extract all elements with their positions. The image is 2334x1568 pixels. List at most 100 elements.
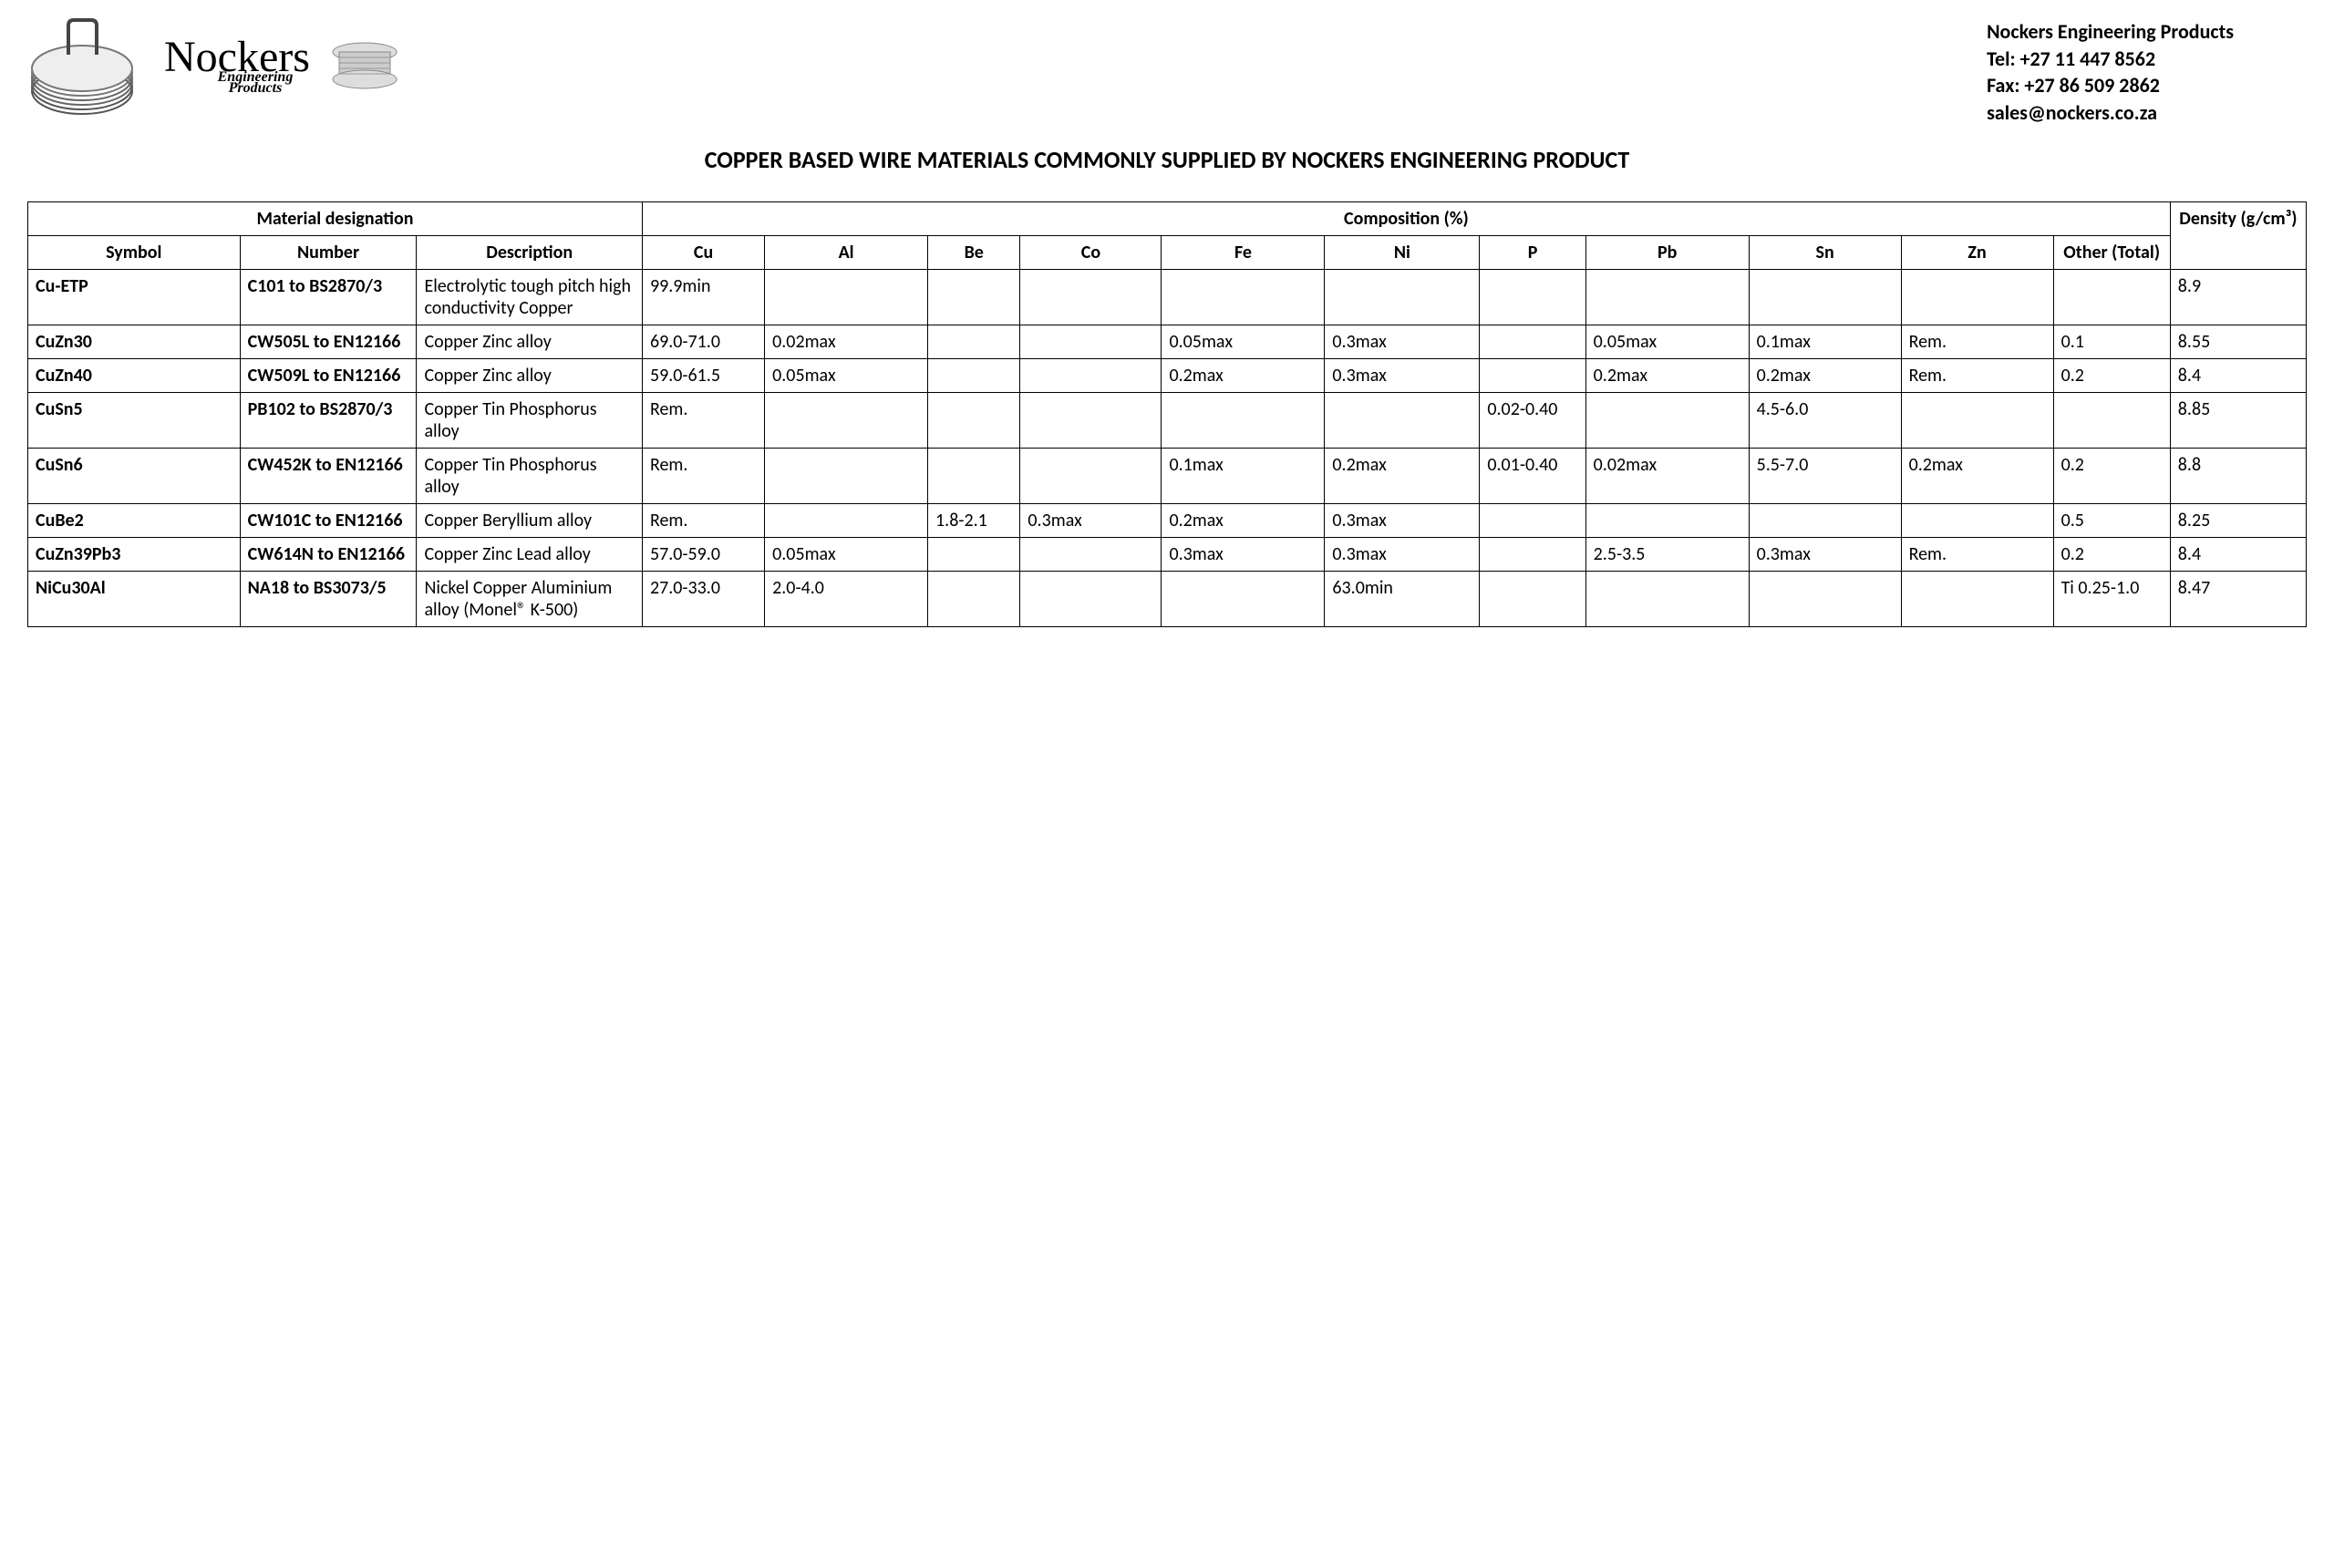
cell-co [1020, 537, 1162, 571]
cell-cu: 57.0-59.0 [642, 537, 764, 571]
contact-tel: Tel: +27 11 447 8562 [1987, 46, 2234, 73]
cell-co [1020, 269, 1162, 325]
cell-density: 8.55 [2170, 325, 2306, 358]
cell-number: CW505L to EN12166 [240, 325, 417, 358]
cell-sn [1749, 269, 1901, 325]
cell-other: 0.2 [2053, 358, 2170, 392]
col-number: Number [240, 235, 417, 269]
cell-symbol: NiCu30Al [28, 571, 241, 626]
cell-density: 8.4 [2170, 358, 2306, 392]
cell-be [928, 358, 1020, 392]
cell-be: 1.8-2.1 [928, 503, 1020, 537]
cell-zn [1901, 269, 2053, 325]
cell-desc: Copper Zinc alloy [417, 325, 643, 358]
cell-be [928, 448, 1020, 503]
col-pb: Pb [1585, 235, 1749, 269]
cell-al: 0.05max [765, 358, 928, 392]
cell-zn [1901, 503, 2053, 537]
cell-symbol: CuZn39Pb3 [28, 537, 241, 571]
cell-symbol: CuSn6 [28, 448, 241, 503]
cell-be [928, 537, 1020, 571]
cell-ni: 0.3max [1325, 537, 1480, 571]
cell-symbol: Cu-ETP [28, 269, 241, 325]
cell-be [928, 269, 1020, 325]
table-row: CuBe2CW101C to EN12166Copper Beryllium a… [28, 503, 2307, 537]
cell-density: 8.25 [2170, 503, 2306, 537]
table-row: CuZn40CW509L to EN12166Copper Zinc alloy… [28, 358, 2307, 392]
col-sn: Sn [1749, 235, 1901, 269]
cell-sn: 5.5-7.0 [1749, 448, 1901, 503]
cell-p [1480, 325, 1585, 358]
table-row: CuSn6CW452K to EN12166Copper Tin Phospho… [28, 448, 2307, 503]
cell-symbol: CuZn40 [28, 358, 241, 392]
col-symbol: Symbol [28, 235, 241, 269]
contact-block: Nockers Engineering Products Tel: +27 11… [1987, 18, 2307, 127]
cell-al [765, 503, 928, 537]
cell-density: 8.9 [2170, 269, 2306, 325]
cell-cu: 59.0-61.5 [642, 358, 764, 392]
cell-cu: 27.0-33.0 [642, 571, 764, 626]
cell-ni [1325, 269, 1480, 325]
cell-pb: 0.05max [1585, 325, 1749, 358]
col-p: P [1480, 235, 1585, 269]
cell-zn: Rem. [1901, 358, 2053, 392]
cell-zn [1901, 571, 2053, 626]
cell-zn: 0.2max [1901, 448, 2053, 503]
cell-sn: 0.1max [1749, 325, 1901, 358]
col-zn: Zn [1901, 235, 2053, 269]
cell-zn [1901, 392, 2053, 448]
col-group-composition: Composition (%) [642, 201, 2170, 235]
cell-fe: 0.3max [1162, 537, 1325, 571]
cell-p [1480, 571, 1585, 626]
wire-coil-icon [27, 18, 155, 119]
cell-desc: Copper Beryllium alloy [417, 503, 643, 537]
cell-zn: Rem. [1901, 325, 2053, 358]
cell-p [1480, 537, 1585, 571]
cell-number: CW614N to EN12166 [240, 537, 417, 571]
cell-sn [1749, 503, 1901, 537]
cell-co [1020, 448, 1162, 503]
cell-fe: 0.05max [1162, 325, 1325, 358]
cell-number: C101 to BS2870/3 [240, 269, 417, 325]
cell-number: CW452K to EN12166 [240, 448, 417, 503]
cell-sn: 0.3max [1749, 537, 1901, 571]
cell-desc: Copper Tin Phosphorus alloy [417, 392, 643, 448]
cell-desc: Copper Zinc alloy [417, 358, 643, 392]
cell-symbol: CuBe2 [28, 503, 241, 537]
cell-ni: 0.2max [1325, 448, 1480, 503]
table-row: Cu-ETPC101 to BS2870/3Electrolytic tough… [28, 269, 2307, 325]
cell-p [1480, 269, 1585, 325]
cell-al [765, 392, 928, 448]
contact-email: sales@nockers.co.za [1987, 99, 2234, 127]
cell-al: 2.0-4.0 [765, 571, 928, 626]
contact-name: Nockers Engineering Products [1987, 18, 2234, 46]
cell-sn: 0.2max [1749, 358, 1901, 392]
logo-block: Nockers Engineering Products [27, 18, 401, 119]
cell-fe: 0.1max [1162, 448, 1325, 503]
document-title: COPPER BASED WIRE MATERIALS COMMONLY SUP… [27, 145, 2307, 174]
cell-ni: 63.0min [1325, 571, 1480, 626]
cell-other: 0.1 [2053, 325, 2170, 358]
col-al: Al [765, 235, 928, 269]
contact-fax: Fax: +27 86 509 2862 [1987, 72, 2234, 99]
cell-fe [1162, 392, 1325, 448]
cell-symbol: CuSn5 [28, 392, 241, 448]
cell-ni: 0.3max [1325, 358, 1480, 392]
cell-p [1480, 503, 1585, 537]
column-header-row: Symbol Number Description Cu Al Be Co Fe… [28, 235, 2307, 269]
table-row: CuZn39Pb3CW614N to EN12166Copper Zinc Le… [28, 537, 2307, 571]
cell-density: 8.47 [2170, 571, 2306, 626]
cell-cu: Rem. [642, 392, 764, 448]
cell-other: 0.2 [2053, 448, 2170, 503]
cell-symbol: CuZn30 [28, 325, 241, 358]
cell-be [928, 392, 1020, 448]
table-row: CuZn30CW505L to EN12166Copper Zinc alloy… [28, 325, 2307, 358]
cell-be [928, 571, 1020, 626]
cell-ni: 0.3max [1325, 325, 1480, 358]
cell-density: 8.8 [2170, 448, 2306, 503]
col-be: Be [928, 235, 1020, 269]
cell-number: PB102 to BS2870/3 [240, 392, 417, 448]
cell-co: 0.3max [1020, 503, 1162, 537]
cell-desc: Nickel Copper Aluminium alloy (Monel® K-… [417, 571, 643, 626]
cell-pb: 0.02max [1585, 448, 1749, 503]
